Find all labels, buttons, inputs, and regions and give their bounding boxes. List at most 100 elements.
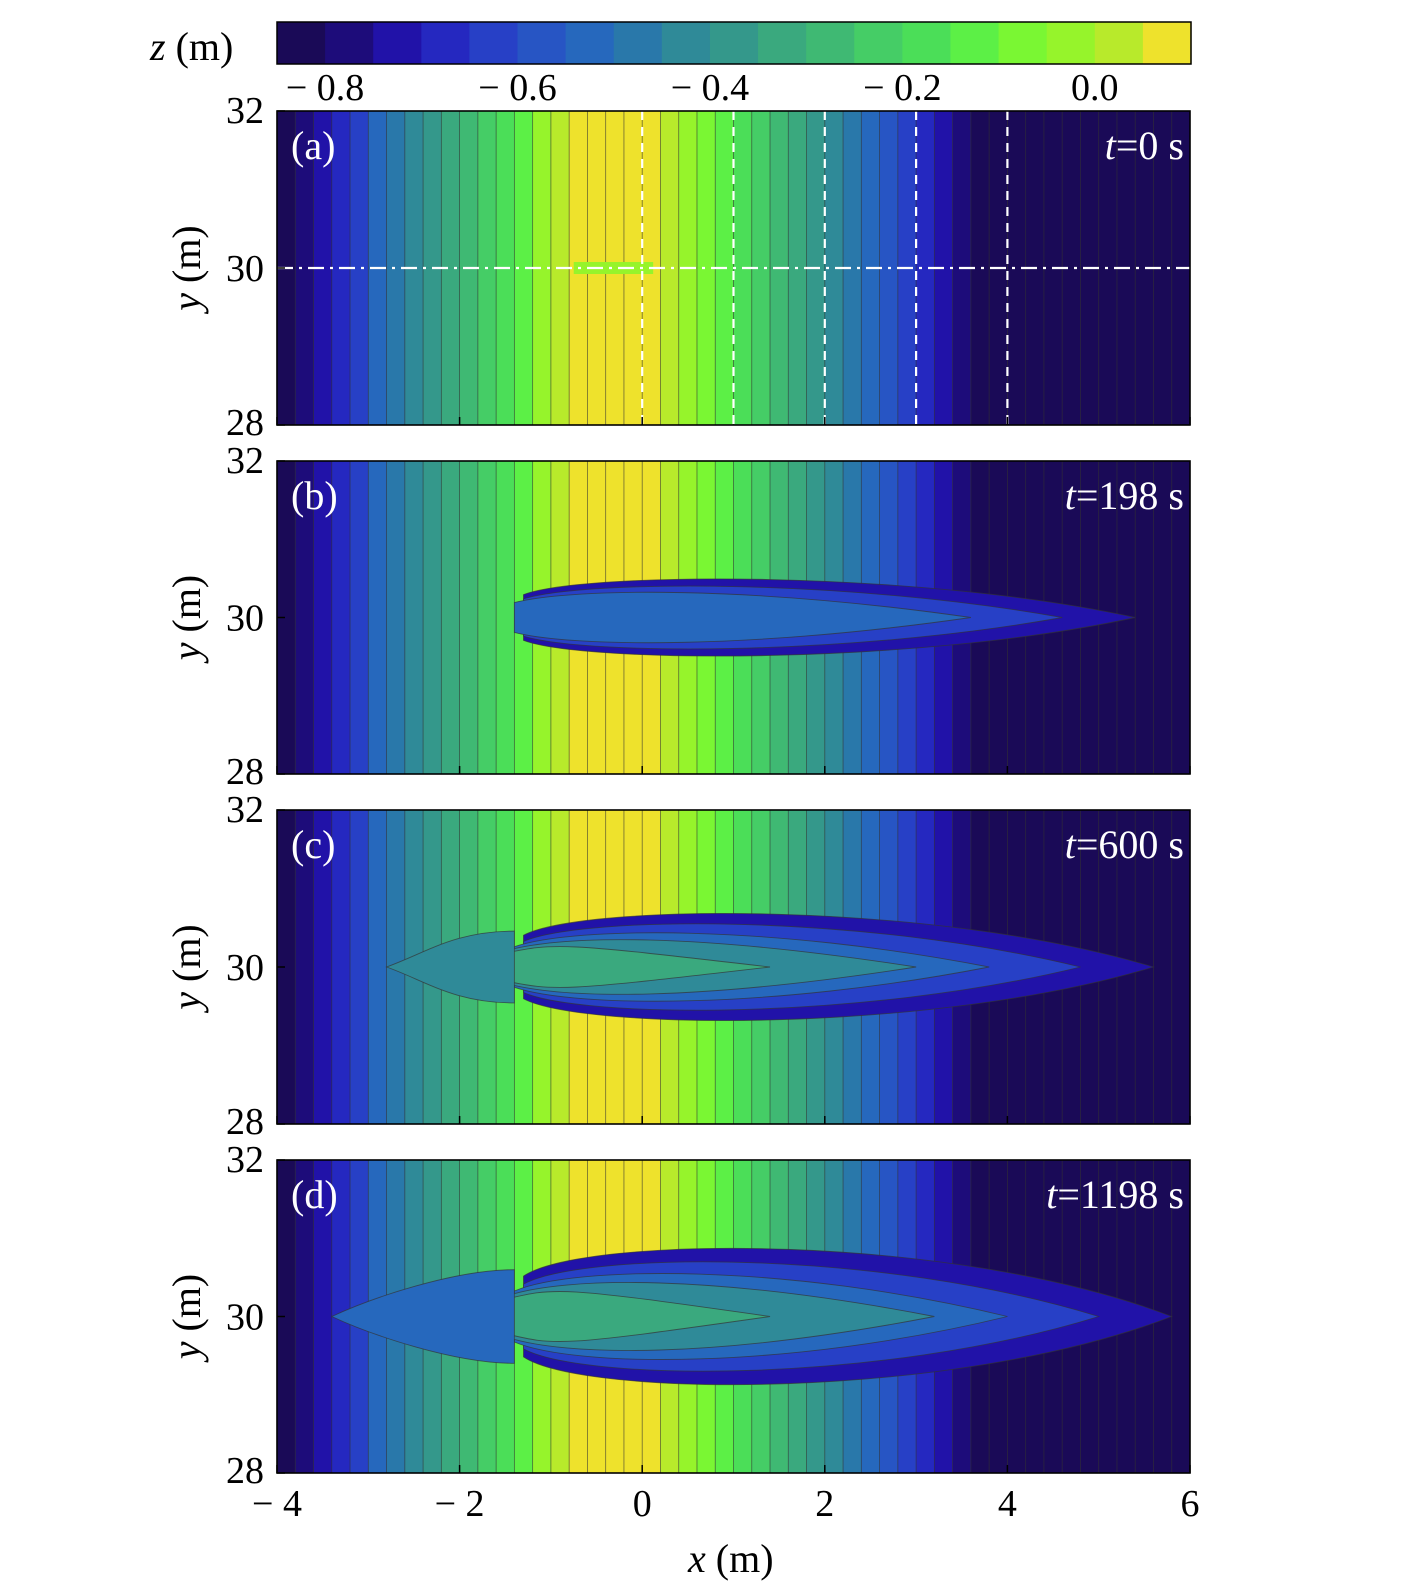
y-tick-label: 32: [226, 90, 264, 132]
colorbar-swatch: [902, 22, 952, 64]
x-tick-label: 2: [815, 1483, 834, 1525]
colorbar-swatch: [1046, 22, 1096, 64]
contour-band: [368, 810, 388, 1124]
colorbar-tick-label: − 0.4: [671, 67, 749, 109]
contour-band: [477, 461, 497, 774]
contour-band: [1153, 461, 1173, 774]
y-axis-label: y (m): [164, 225, 209, 315]
panel-label: (a): [291, 123, 335, 168]
contour-band: [532, 111, 552, 425]
contour-band: [386, 111, 406, 425]
y-tick-label: 30: [226, 1297, 264, 1339]
colorbar-swatch: [758, 22, 807, 64]
contour-band: [295, 111, 315, 425]
contour-band: [295, 810, 315, 1124]
y-tick-label: 32: [226, 789, 264, 831]
contour-band: [295, 1160, 315, 1473]
contour-band: [970, 111, 990, 425]
contour-field: [277, 1160, 1190, 1473]
colorbar-tick-label: − 0.6: [478, 67, 556, 109]
x-tick-label: 6: [1181, 1483, 1200, 1525]
panel-b: 28 30 32 y (m) (b) t=198 s: [164, 440, 1191, 793]
colorbar: [276, 21, 1192, 65]
colorbar-ticks: − 0.8 − 0.6 − 0.4 − 0.2 0.0: [286, 67, 1119, 109]
colorbar-swatch: [517, 22, 567, 64]
contour-band: [331, 461, 351, 774]
panel-label: (b): [291, 473, 338, 518]
colorbar-swatch: [806, 22, 855, 64]
contour-band: [1135, 111, 1155, 425]
colorbar-swatch: [277, 22, 326, 64]
contour-field: [277, 461, 1190, 774]
colorbar-tick-label: 0.0: [1071, 67, 1119, 109]
contour-band: [350, 461, 370, 774]
panel-d: 28 30 32 y (m) (d) t=1198 s: [164, 1139, 1191, 1492]
colorbar-swatch: [421, 22, 471, 64]
contour-band: [1062, 111, 1082, 425]
contour-band: [696, 111, 717, 425]
contour-band: [277, 461, 297, 774]
y-tick-label: 28: [226, 402, 264, 444]
contour-band: [313, 1160, 333, 1473]
panels: 28 30 32 y (m) (a) t=0 s 28 30 32 y (m) (b) t=198 s…: [164, 90, 1200, 1525]
contour-band: [916, 111, 936, 425]
contour-band: [751, 111, 771, 425]
contour-band: [368, 461, 388, 774]
x-ticks: − 4 − 2 0 2 4 6: [252, 1483, 1199, 1525]
contour-band: [331, 810, 351, 1124]
contour-band: [350, 810, 370, 1124]
contour-band: [1135, 461, 1155, 774]
contour-band: [1098, 111, 1118, 425]
y-axis-label: y (m): [164, 575, 209, 665]
time-label: t=600 s: [1065, 822, 1184, 867]
colorbar-swatch: [709, 22, 759, 64]
contour-band: [514, 111, 534, 425]
y-tick-label: 32: [226, 1139, 264, 1181]
time-label: t=198 s: [1065, 473, 1184, 518]
contour-band: [277, 1160, 297, 1473]
scour-contour: [513, 591, 971, 644]
contour-band: [459, 461, 479, 774]
contour-band: [1153, 111, 1173, 425]
contour-band: [496, 461, 516, 774]
upstream-contour: [385, 930, 515, 1004]
panel-a: 28 30 32 y (m) (a) t=0 s: [164, 90, 1191, 444]
colorbar-label: z (m): [149, 24, 233, 69]
contour-band: [295, 461, 315, 774]
y-axis-label: y (m): [164, 1274, 209, 1364]
colorbar-tick-label: − 0.8: [286, 67, 364, 109]
colorbar-swatch: [1142, 22, 1192, 64]
panel-c: 28 30 32 y (m) (c) t=600 s: [164, 789, 1191, 1143]
upstream-contour: [330, 1269, 515, 1364]
y-axis-label: y (m): [164, 924, 209, 1014]
contour-band: [1171, 461, 1190, 774]
x-tick-label: 4: [998, 1483, 1017, 1525]
colorbar-swatch: [1094, 22, 1144, 64]
contour-band: [386, 461, 406, 774]
x-tick-label: − 2: [435, 1483, 485, 1525]
scour-contour: [495, 1291, 771, 1342]
contour-band: [441, 111, 461, 425]
colorbar-swatch: [565, 22, 615, 64]
contour-band: [423, 461, 443, 774]
contour-band: [1007, 111, 1027, 425]
y-tick-label: 30: [226, 598, 264, 640]
colorbar-tick-label: − 0.2: [863, 67, 941, 109]
colorbar-swatch: [325, 22, 374, 64]
contour-band: [404, 461, 424, 774]
contour-field: [277, 810, 1190, 1124]
panel-label: (c): [291, 822, 335, 867]
y-tick-label: 30: [226, 248, 264, 290]
contour-band: [441, 461, 461, 774]
time-label: t=0 s: [1105, 123, 1184, 168]
contour-band: [313, 461, 333, 774]
y-tick-label: 32: [226, 440, 264, 482]
panel-label: (d): [291, 1172, 338, 1217]
contour-band: [277, 810, 297, 1124]
colorbar-swatch: [950, 22, 1000, 64]
contour-band: [824, 111, 844, 425]
contour-band: [1153, 810, 1173, 1124]
x-tick-label: 0: [633, 1483, 652, 1525]
colorbar-swatch: [469, 22, 519, 64]
